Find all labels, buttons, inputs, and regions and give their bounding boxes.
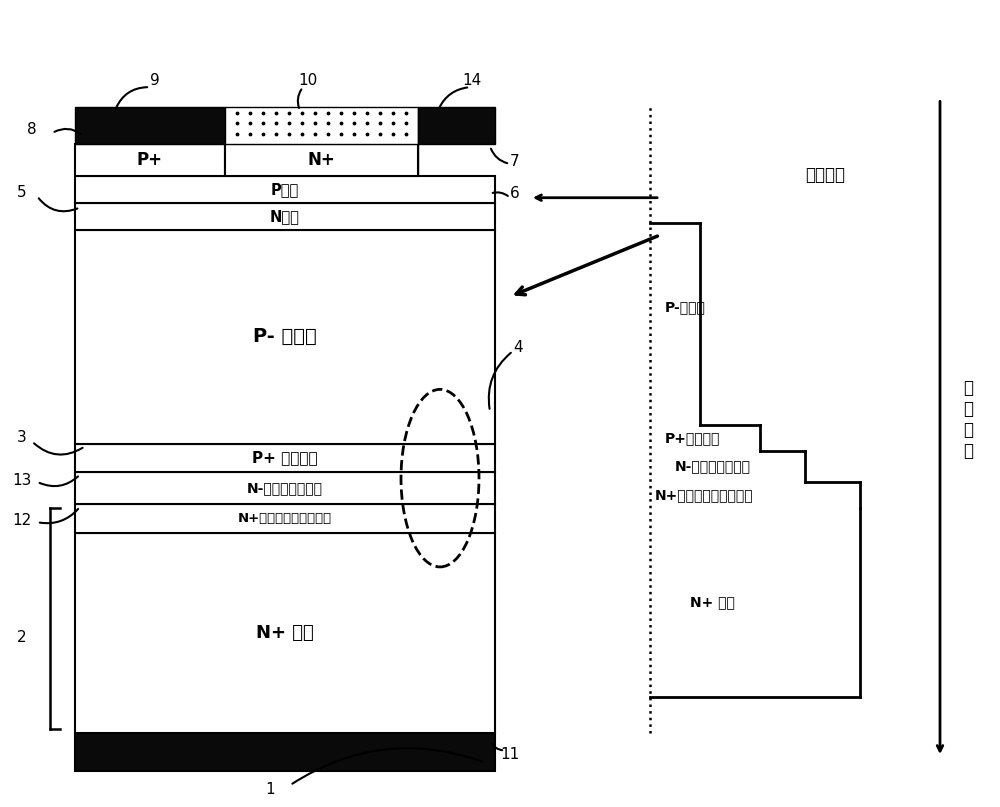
Text: 10: 10 [298, 73, 318, 88]
Bar [418, 107, 495, 144]
Bar [75, 144, 225, 176]
Text: 14: 14 [462, 73, 482, 88]
Text: 9: 9 [150, 73, 160, 88]
Text: 纵
向
位
置: 纵 向 位 置 [963, 379, 973, 460]
Text: N阱区: N阱区 [270, 209, 300, 224]
Text: 6: 6 [510, 186, 520, 201]
Bar [75, 504, 495, 533]
Text: P-漂移区: P-漂移区 [665, 301, 706, 315]
Bar [75, 733, 495, 771]
Text: N+ 衬底: N+ 衬底 [256, 624, 314, 642]
Text: N-注入增强缓冲层: N-注入增强缓冲层 [675, 459, 751, 474]
Text: P- 漂移区: P- 漂移区 [253, 328, 317, 346]
Bar [75, 533, 495, 733]
Bar [75, 176, 495, 203]
Text: P+: P+ [137, 151, 163, 169]
Text: 2: 2 [17, 630, 27, 645]
Bar [75, 107, 225, 144]
Bar [75, 444, 495, 472]
Text: 5: 5 [17, 185, 27, 199]
Text: N+ 衬底: N+ 衬底 [690, 596, 735, 609]
Text: 4: 4 [513, 340, 523, 354]
Text: 11: 11 [500, 747, 520, 762]
Text: 7: 7 [510, 154, 520, 169]
Bar [75, 472, 495, 504]
Text: 掺杂浓度: 掺杂浓度 [805, 166, 845, 184]
Text: 12: 12 [12, 513, 32, 528]
Text: 8: 8 [27, 122, 37, 136]
Text: 3: 3 [17, 430, 27, 445]
Text: 13: 13 [12, 473, 32, 487]
Text: P+ 场截止层: P+ 场截止层 [252, 450, 318, 466]
Text: N-注入增强缓冲层: N-注入增强缓冲层 [247, 481, 323, 495]
Text: N+: N+ [308, 151, 335, 169]
Bar [225, 144, 418, 176]
Text: P+场截止层: P+场截止层 [665, 431, 720, 445]
Text: N+衬底缺陷抑制缓冲层: N+衬底缺陷抑制缓冲层 [655, 488, 754, 502]
Bar [75, 203, 495, 230]
Bar [225, 107, 418, 144]
Text: 1: 1 [265, 782, 275, 797]
Text: P阱区: P阱区 [271, 182, 299, 197]
Text: N+衬底缺陷抑制缓冲层: N+衬底缺陷抑制缓冲层 [238, 512, 332, 525]
Bar [75, 230, 495, 444]
